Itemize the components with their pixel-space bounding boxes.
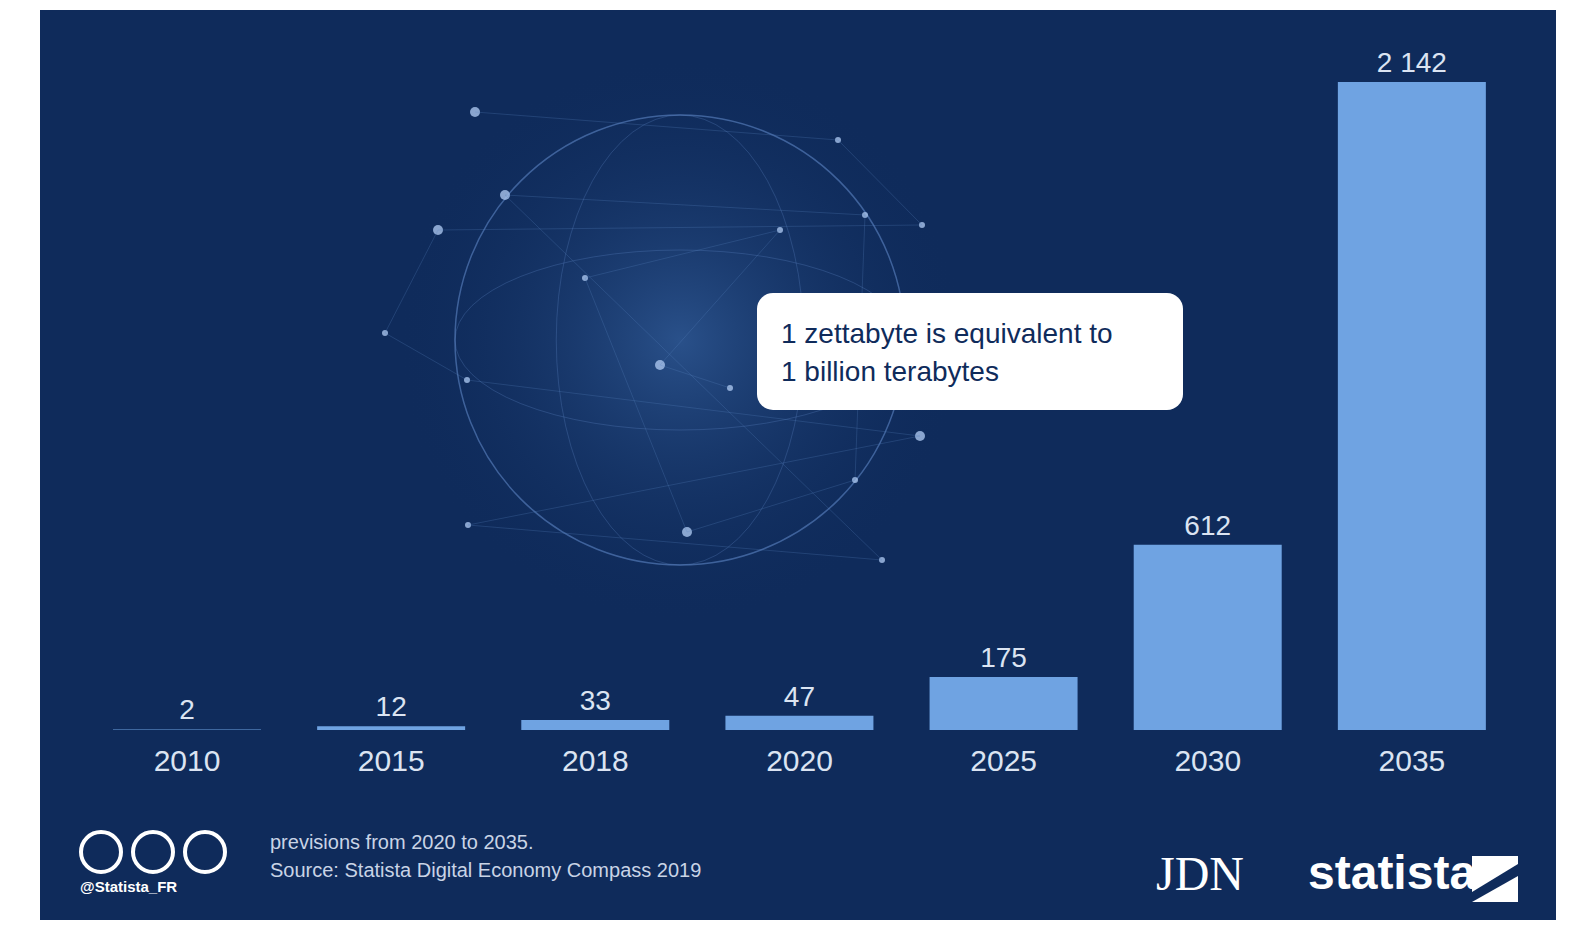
html-text:1 zettabyte is equivalent to: 1 zettabyte is equivalent to	[781, 318, 1113, 349]
svg-text:2: 2	[179, 694, 195, 725]
svg-text:2 142: 2 142	[1377, 47, 1447, 78]
svg-text:2015: 2015	[358, 744, 425, 777]
svg-text:2035: 2035	[1379, 744, 1446, 777]
html-text:previsions from 2020 to 2035.: previsions from 2020 to 2035.	[270, 831, 534, 853]
svg-text:33: 33	[580, 685, 611, 716]
html-text:@Statista_FR: @Statista_FR	[80, 878, 178, 895]
svg-text:47: 47	[784, 681, 815, 712]
svg-text:2030: 2030	[1174, 744, 1241, 777]
svg-text:2025: 2025	[970, 744, 1037, 777]
html-text:Source: Statista Digital Econo: Source: Statista Digital Economy Compass…	[270, 859, 702, 881]
svg-text:2020: 2020	[766, 744, 833, 777]
svg-text:175: 175	[980, 642, 1027, 673]
html-text:JDN: JDN	[1156, 847, 1244, 900]
html-text:statista: statista	[1308, 846, 1477, 899]
svg-text:2018: 2018	[562, 744, 629, 777]
svg-text:2010: 2010	[154, 744, 221, 777]
svg-text:612: 612	[1184, 510, 1231, 541]
svg-text:12: 12	[376, 691, 407, 722]
html-text:1 billion terabytes: 1 billion terabytes	[781, 356, 999, 387]
